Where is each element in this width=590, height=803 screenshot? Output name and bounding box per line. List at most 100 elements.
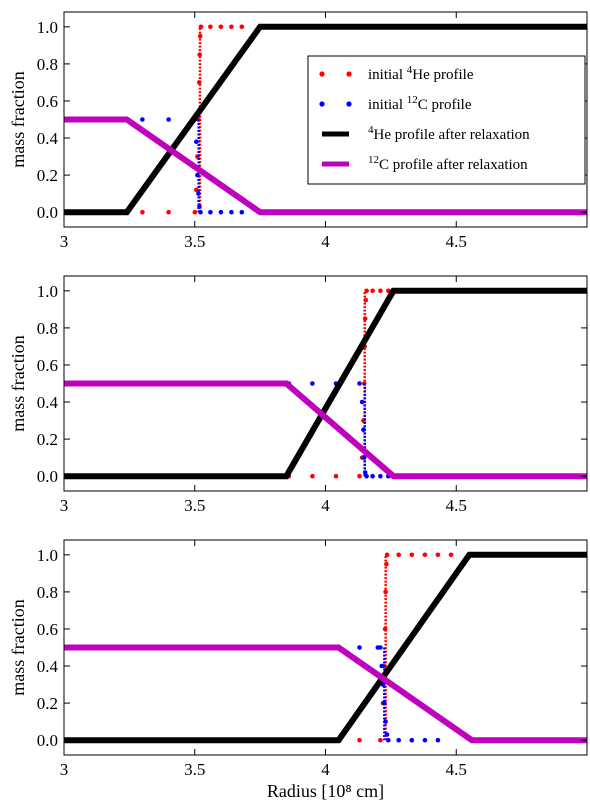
data-point bbox=[229, 24, 234, 30]
series-line-4 bbox=[64, 644, 587, 744]
data-point bbox=[239, 209, 245, 215]
x-tick-label: 4 bbox=[321, 760, 330, 779]
y-tick-label: 0.8 bbox=[37, 55, 58, 74]
legend-label-text: He profile after relaxation bbox=[374, 127, 531, 143]
data-point bbox=[383, 719, 388, 724]
legend-label-superscript: 12 bbox=[368, 154, 379, 166]
data-point bbox=[364, 288, 369, 294]
series-line-4 bbox=[64, 116, 587, 216]
legend-label: 12C profile after relaxation bbox=[368, 154, 528, 173]
legend-label-text: C profile after relaxation bbox=[379, 157, 528, 173]
data-point bbox=[409, 552, 415, 558]
y-tick-label: 0.2 bbox=[37, 430, 58, 449]
legend-marker bbox=[319, 71, 325, 77]
y-tick-label: 0.8 bbox=[37, 583, 58, 602]
data-point bbox=[378, 645, 383, 650]
y-tick-label: 0.2 bbox=[37, 694, 58, 713]
legend-label-superscript: 4 bbox=[368, 124, 374, 136]
y-tick-label: 1.0 bbox=[37, 282, 58, 301]
y-axis-label: mass fraction bbox=[8, 599, 28, 695]
data-point bbox=[218, 209, 224, 215]
legend-label: initial 4He profile bbox=[368, 64, 474, 83]
data-point bbox=[197, 204, 202, 209]
data-point bbox=[239, 24, 245, 30]
legend-marker bbox=[346, 101, 352, 107]
data-point bbox=[333, 473, 339, 479]
data-point bbox=[362, 316, 368, 321]
data-point bbox=[197, 52, 202, 57]
series-dots-1 bbox=[140, 24, 245, 215]
series-dots-2 bbox=[357, 645, 441, 743]
x-tick-label: 3.5 bbox=[184, 232, 205, 251]
data-point bbox=[194, 139, 199, 144]
data-point bbox=[435, 552, 441, 558]
plot-area bbox=[64, 23, 587, 216]
data-point bbox=[382, 626, 388, 632]
chart-panel-2: 3 3.5 4 4.5 0.0 0.2 0.4 0.6 0.8 1.0 mass fraction bbox=[8, 275, 588, 515]
x-tick-label: 3 bbox=[60, 760, 69, 779]
legend-label: initial 12C profile bbox=[368, 94, 472, 113]
data-point bbox=[370, 473, 375, 479]
legend-label: 4He profile after relaxation bbox=[368, 124, 530, 143]
x-tick-label: 3.5 bbox=[184, 760, 205, 779]
y-tick-label: 0.6 bbox=[37, 620, 58, 639]
data-point bbox=[448, 552, 454, 558]
data-point bbox=[363, 297, 369, 303]
data-point bbox=[195, 172, 200, 178]
data-point bbox=[384, 552, 390, 558]
y-tick-label: 1.0 bbox=[37, 18, 58, 37]
data-point bbox=[310, 381, 315, 386]
data-point bbox=[357, 381, 362, 386]
series-dots-1 bbox=[357, 552, 454, 743]
legend-label-text: C profile bbox=[418, 97, 472, 113]
y-tick-label: 0.6 bbox=[37, 356, 58, 375]
data-point bbox=[192, 209, 198, 215]
data-point bbox=[196, 80, 202, 85]
data-point bbox=[383, 589, 388, 595]
legend-entry: initial 12C profile bbox=[319, 94, 472, 113]
y-tick-label: 0.4 bbox=[37, 129, 59, 148]
data-point bbox=[386, 737, 391, 743]
data-point bbox=[384, 732, 390, 737]
y-tick-label: 0.4 bbox=[37, 393, 59, 412]
data-point bbox=[357, 737, 362, 743]
x-tick-label: 4.5 bbox=[446, 232, 467, 251]
legend-entry: initial 4He profile bbox=[319, 64, 474, 83]
data-point bbox=[396, 552, 402, 558]
data-point bbox=[198, 24, 204, 30]
x-tick-label: 3.5 bbox=[184, 496, 205, 515]
data-point bbox=[218, 24, 224, 30]
x-tick-label: 4 bbox=[321, 232, 330, 251]
data-point bbox=[378, 737, 383, 743]
x-axis-label: Radius [10⁸ cm] bbox=[267, 781, 384, 801]
y-tick-label: 1.0 bbox=[37, 546, 58, 565]
y-tick-label: 0.0 bbox=[37, 467, 58, 486]
y-tick-label: 0.6 bbox=[37, 92, 58, 111]
y-axis-label: mass fraction bbox=[8, 71, 28, 167]
legend-label-text: He profile bbox=[412, 67, 474, 83]
legend-label-text: initial bbox=[368, 67, 407, 83]
data-point bbox=[364, 473, 369, 479]
y-tick-label: 0.2 bbox=[37, 166, 58, 185]
x-tick-label: 3 bbox=[60, 232, 69, 251]
plot-area bbox=[64, 551, 587, 744]
series-line-3 bbox=[64, 23, 587, 216]
plot-area bbox=[64, 287, 587, 480]
data-point bbox=[208, 24, 213, 30]
y-axis-label: mass fraction bbox=[8, 335, 28, 431]
data-point bbox=[370, 288, 375, 294]
data-point bbox=[310, 473, 315, 479]
chart-panel-1: 3 3.5 4 4.5 0.0 0.2 0.4 0.6 0.8 1.0 mass fraction i… bbox=[8, 11, 588, 251]
legend-marker bbox=[346, 71, 352, 77]
data-point bbox=[384, 561, 389, 567]
data-point bbox=[196, 191, 201, 196]
series-line-3 bbox=[64, 551, 587, 744]
x-tick-label: 4.5 bbox=[446, 496, 467, 515]
series-line-3 bbox=[64, 287, 587, 480]
legend-marker bbox=[319, 101, 325, 107]
data-point bbox=[357, 645, 362, 650]
data-point bbox=[361, 427, 366, 433]
data-point bbox=[378, 288, 383, 294]
y-tick-label: 0.8 bbox=[37, 319, 58, 338]
